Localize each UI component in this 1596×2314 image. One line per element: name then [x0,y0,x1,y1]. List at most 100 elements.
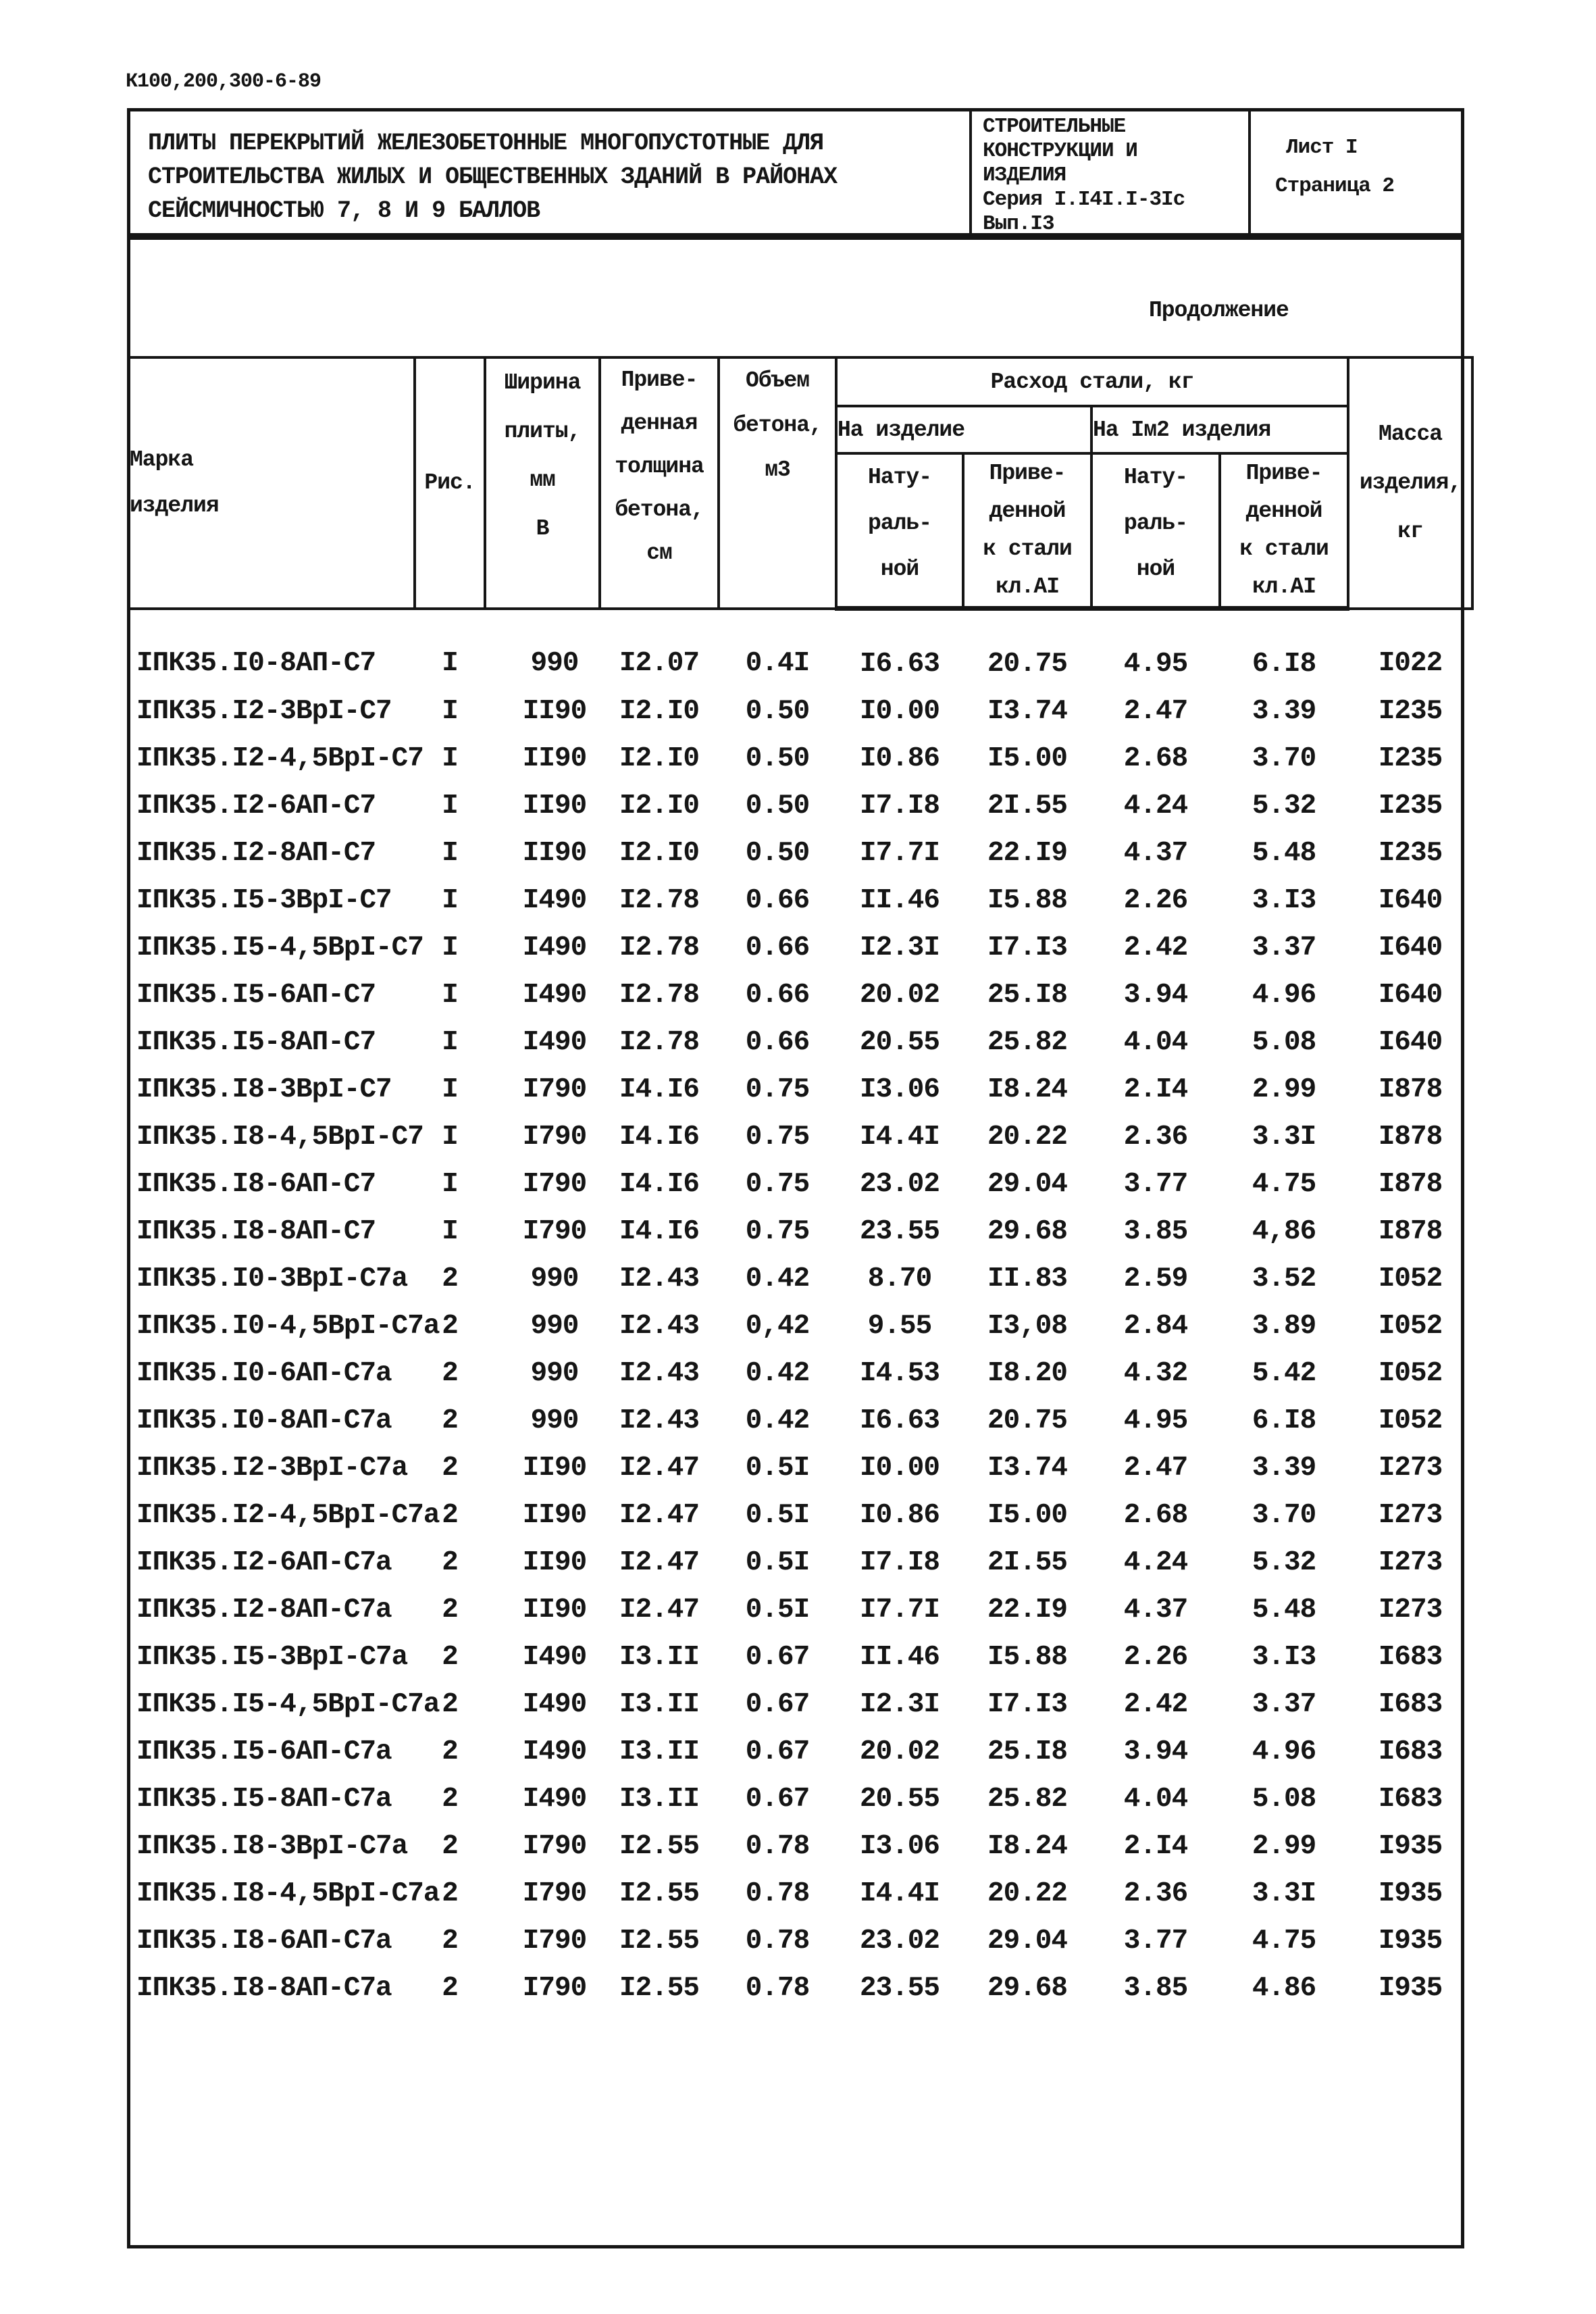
cell-steel-item-natural: I3.06 [859,1831,940,1862]
cell-mark: IПК35.I0-6АП-С7а [136,1358,392,1389]
cell-steel-item-natural: I7.I8 [859,790,940,822]
cell-mass: I235 [1378,838,1443,869]
cell-volume: 0.78 [745,1878,810,1909]
cell-steel-item-natural: I7.7I [859,838,940,869]
cell-steel-item-reduced: 29.68 [987,1216,1068,1247]
cell-steel-item-reduced: I5.00 [987,743,1068,774]
cell-steel-item-natural: I0.86 [859,1500,940,1531]
table-row: IПК35.I0-8АП-С7 I 990 I2.07 0.4I I6.63 20.75 4.… [128,609,1472,688]
col-header-m2-reduced: Приве- денной к стали кл.АI [1218,452,1350,611]
cell-steel-item-natural: I0.86 [859,743,940,774]
table-header: Марка изделия Рис. Ширина плиты, мм В Пр… [127,356,1474,611]
cell-volume: 0.66 [745,885,810,916]
cell-steel-m2-reduced: 3.70 [1252,1500,1316,1531]
cell-figure: 2 [442,1831,459,1862]
cell-thickness: I2.55 [619,1973,700,2004]
sheet-label: Лист I [1286,136,1358,159]
cell-figure: 2 [442,1784,459,1815]
cell-steel-m2-reduced: 3.70 [1252,743,1316,774]
cell-thickness: I2.47 [619,1594,700,1626]
cell-width: I790 [522,1169,587,1200]
cell-mass: I235 [1378,696,1443,727]
cell-volume: 0,42 [745,1311,810,1342]
cell-width: 990 [530,648,580,680]
cell-thickness: I3.II [619,1689,700,1720]
cell-mark: IПК35.I8-3ВрI-С7 [136,1074,392,1105]
cell-steel-m2-reduced: 3.3I [1252,1878,1316,1909]
cell-width: I490 [522,1642,587,1673]
cell-steel-m2-natural: 2.I4 [1123,1074,1188,1105]
cell-steel-m2-natural: 2.42 [1123,932,1188,963]
title-line: ПЛИТЫ ПЕРЕКРЫТИЙ ЖЕЛЕЗОБЕТОННЫЕ МНОГОПУС… [148,130,824,157]
col-group-steel: Расход стали, кг [834,356,1350,407]
table-row: IПК35.I8-8АП-С7 I I790 I4.I6 0.75 23.55 29.68 3… [128,1208,1472,1255]
cell-figure: I [442,1027,459,1058]
cell-mark: IПК35.I8-8АП-С7 [136,1216,376,1247]
cell-steel-m2-natural: 2.47 [1123,696,1188,727]
table-row: IПК35.I2-4,5ВрI-С7 I II90 I2.I0 0.50 I0.86 I5.… [128,735,1472,782]
cell-steel-item-reduced: 29.04 [987,1926,1068,1957]
cell-steel-item-reduced: 22.I9 [987,838,1068,869]
table-row: IПК35.I0-8АП-С7а 2 990 I2.43 0.42 I6.63 20.75 4… [128,1397,1472,1444]
cell-steel-item-natural: 8.70 [867,1263,932,1294]
cell-steel-m2-reduced: 3.37 [1252,1689,1316,1720]
cell-steel-item-natural: I2.3I [859,932,940,963]
cell-width: I490 [522,932,587,963]
cell-figure: I [442,743,459,774]
cell-steel-m2-natural: 2.59 [1123,1263,1188,1294]
cell-mass: I878 [1378,1169,1443,1200]
cell-steel-item-reduced: I3,08 [987,1311,1068,1342]
cell-steel-item-reduced: I8.20 [987,1358,1068,1389]
cell-steel-m2-reduced: 5.32 [1252,790,1316,822]
cell-mark: IПК35.I2-4,5ВрI-С7а [136,1500,440,1531]
cell-width: II90 [522,696,587,727]
table-row: IПК35.I8-3ВрI-С7а 2 I790 I2.55 0.78 I3.06 I8.2… [128,1823,1472,1870]
cell-volume: 0.78 [745,1831,810,1862]
cell-steel-item-reduced: I5.88 [987,885,1068,916]
cell-steel-item-natural: I7.7I [859,1594,940,1626]
cell-width: II90 [522,1453,587,1484]
cell-figure: I [442,980,459,1011]
org-line: ИЗДЕЛИЯ [983,164,1066,187]
cell-figure: 2 [442,1878,459,1909]
table-row: IПК35.I2-4,5ВрI-С7а 2 II90 I2.47 0.5I I0.86 I5… [128,1492,1472,1539]
cell-steel-m2-natural: 4.04 [1123,1784,1188,1815]
cell-mass: I878 [1378,1074,1443,1105]
table-body: IПК35.I0-8АП-С7 I 990 I2.07 0.4I I6.63 20.75 4.… [128,609,1472,2013]
cell-steel-m2-natural: 4.24 [1123,790,1188,822]
page-label: Страница 2 [1275,174,1395,198]
cell-steel-m2-reduced: 4.96 [1252,980,1316,1011]
cell-mark: IПК35.I8-6АП-С7а [136,1926,392,1957]
document-title: ПЛИТЫ ПЕРЕКРЫТИЙ ЖЕЛЕЗОБЕТОННЫЕ МНОГОПУС… [130,111,969,233]
cell-steel-item-reduced: I3.74 [987,696,1068,727]
cell-steel-m2-natural: 2.68 [1123,1500,1188,1531]
cell-figure: I [442,648,459,680]
cell-mark: IПК35.I2-3ВрI-С7 [136,696,392,727]
cell-mass: I683 [1378,1736,1443,1767]
cell-steel-item-reduced: 22.I9 [987,1594,1068,1626]
cell-mass: I022 [1378,648,1443,680]
cell-steel-item-natural: 9.55 [867,1311,932,1342]
cell-figure: 2 [442,1500,459,1531]
table-row: IПК35.I5-8АП-С7а 2 I490 I3.II 0.67 20.55 25.82… [128,1776,1472,1823]
cell-steel-item-reduced: 25.I8 [987,980,1068,1011]
col-header-volume: Объем бетона, м3 [717,356,838,610]
cell-width: II90 [522,1500,587,1531]
cell-volume: 0.42 [745,1405,810,1436]
cell-steel-m2-natural: 2.84 [1123,1311,1188,1342]
cell-figure: 2 [442,1642,459,1673]
cell-steel-item-reduced: 29.68 [987,1973,1068,2004]
cell-mass: I052 [1378,1311,1443,1342]
cell-figure: I [442,1074,459,1105]
cell-steel-m2-reduced: 3.52 [1252,1263,1316,1294]
table-row: IПК35.I5-3ВрI-С7а 2 I490 I3.II 0.67 II.46 I5.8… [128,1634,1472,1681]
cell-steel-m2-reduced: 3.39 [1252,696,1316,727]
cell-volume: 0.75 [745,1074,810,1105]
cell-width: 990 [530,1311,580,1342]
cell-width: I490 [522,1736,587,1767]
cell-mass: I052 [1378,1263,1443,1294]
cell-thickness: I2.78 [619,885,700,916]
cell-mark: IПК35.I5-8АП-С7а [136,1784,392,1815]
cell-width: I490 [522,885,587,916]
cell-mark: IПК35.I2-8АП-С7 [136,838,376,869]
